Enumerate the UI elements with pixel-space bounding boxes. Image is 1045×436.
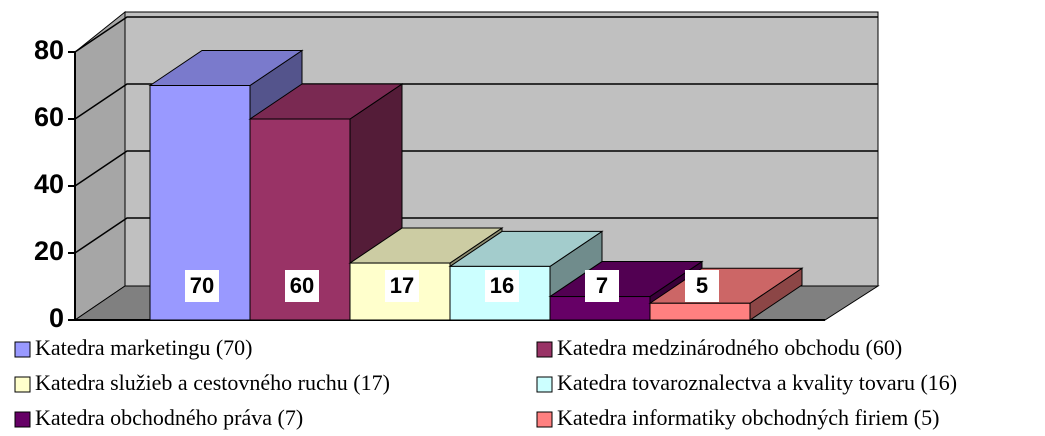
y-tick-label: 20 (34, 236, 64, 266)
grid-line (74, 16, 878, 53)
value-label: 7 (596, 273, 608, 298)
value-label-box (485, 270, 519, 302)
value-label: 70 (190, 273, 214, 298)
value-label: 17 (390, 273, 414, 298)
legend-label: Katedra služieb a cestovného ruchu (17) (35, 370, 390, 395)
bar (649, 302, 751, 321)
value-label-box (385, 270, 419, 302)
y-tick-label: 80 (34, 35, 64, 65)
y-tick-label: 40 (34, 169, 64, 199)
value-label: 60 (290, 273, 314, 298)
legend-swatch (536, 341, 553, 358)
grid-line (74, 217, 878, 254)
value-label-box (585, 270, 619, 302)
legend-swatch (14, 376, 31, 393)
grid-line (74, 150, 878, 187)
legend-swatch (536, 376, 553, 393)
value-label-box (685, 270, 719, 302)
legend-swatch (14, 411, 31, 428)
legend-label: Katedra informatiky obchodných firiem (5… (557, 405, 939, 430)
legend-label: Katedra obchodného práva (7) (35, 405, 303, 430)
y-tick-label: 60 (34, 102, 64, 132)
legend-label: Katedra tovaroznalectva a kvality tovaru… (557, 370, 957, 395)
y-tick-label: 0 (49, 303, 64, 333)
legend-label: Katedra medzinárodného obchodu (60) (557, 335, 902, 360)
value-label-box (185, 270, 219, 302)
left-wall (74, 10, 126, 321)
legend-swatch (536, 411, 553, 428)
value-label-box (285, 270, 319, 302)
legend-swatch (14, 341, 31, 358)
grid-line (74, 83, 878, 120)
value-label: 16 (490, 273, 514, 298)
legend-label: Katedra marketingu (70) (35, 335, 252, 360)
value-label: 5 (696, 273, 708, 298)
